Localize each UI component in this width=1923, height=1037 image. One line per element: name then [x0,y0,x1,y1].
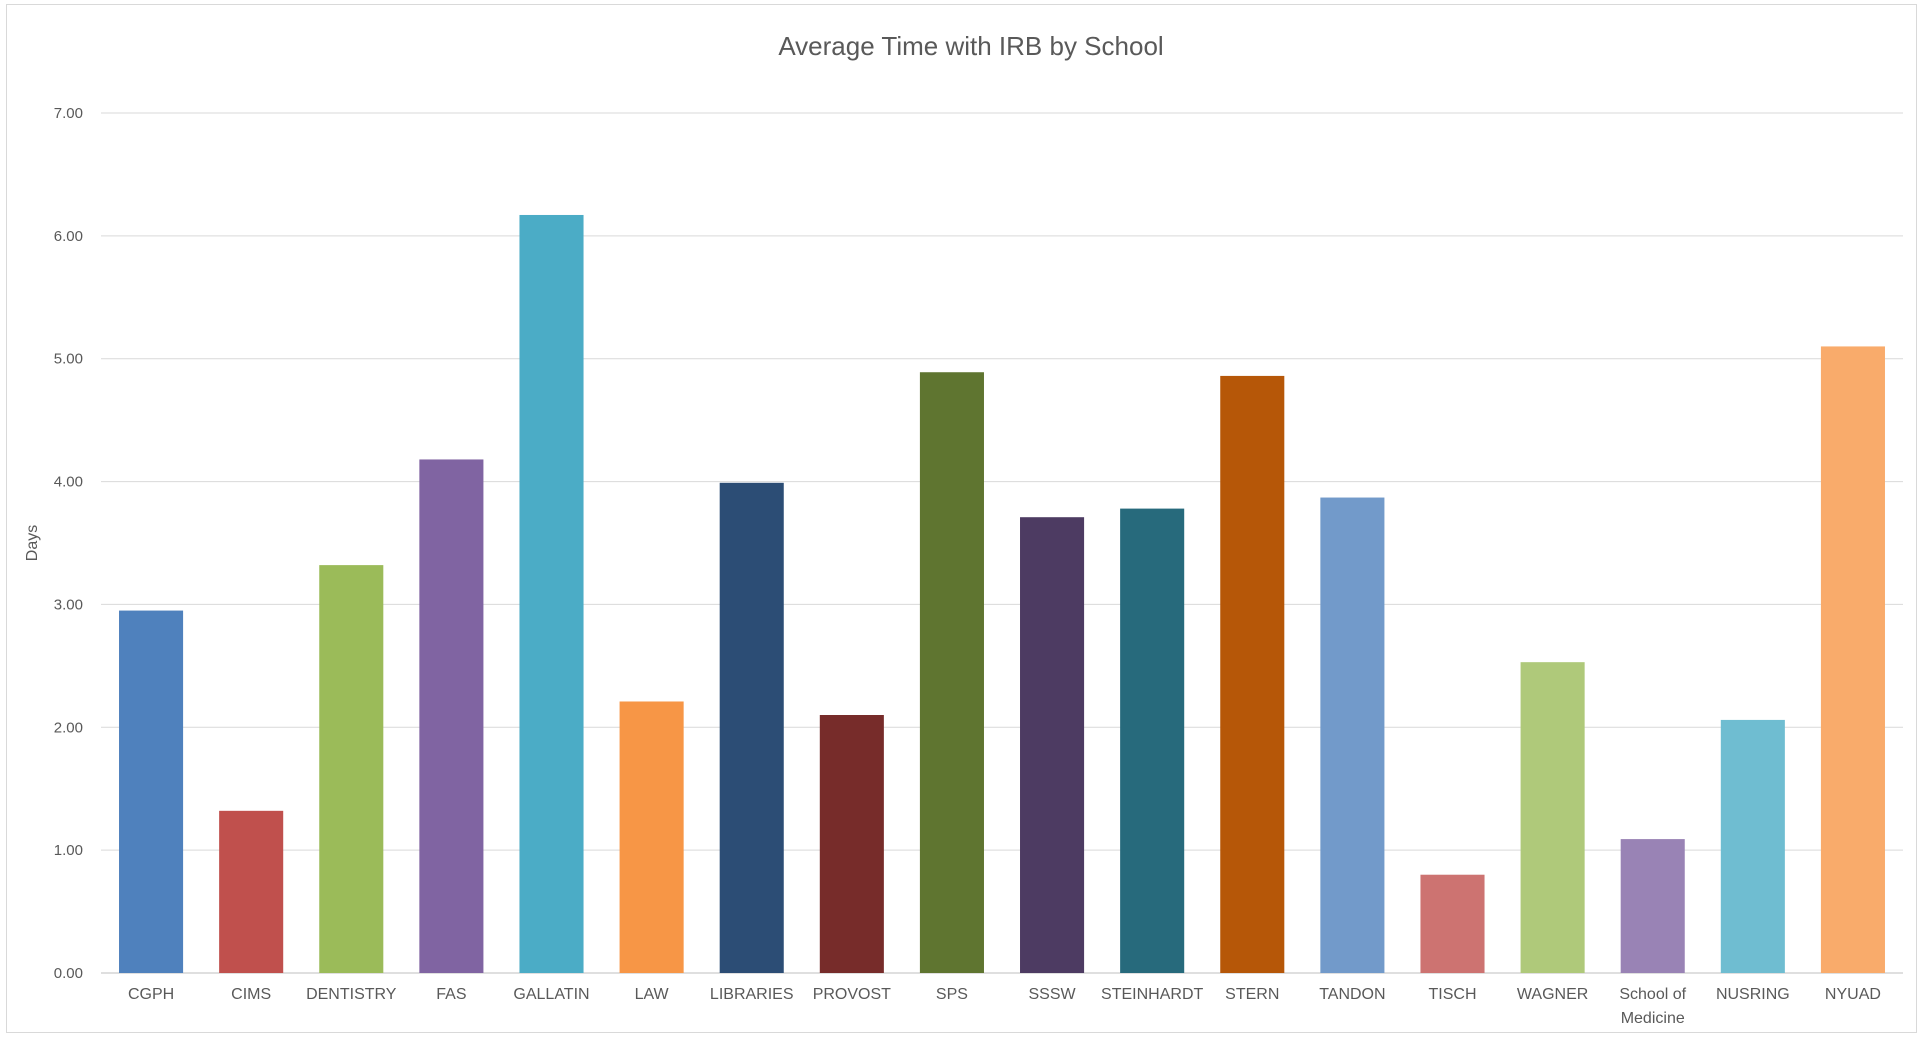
x-tick-label: TISCH [1429,986,1477,1003]
bar [1820,346,1885,973]
x-tick-label: WAGNER [1517,986,1588,1003]
bar [619,701,684,973]
x-tick-label: FAS [436,986,466,1003]
x-tick-label: DENTISTRY [306,986,397,1003]
bar [1020,517,1085,973]
x-tick-label: STEINHARDT [1101,986,1203,1003]
bar [719,482,784,973]
y-tick-label: 5.00 [54,351,83,368]
x-tick-label: NYUAD [1825,986,1881,1003]
y-tick-label: 7.00 [54,105,83,122]
x-tick-label: GALLATIN [513,986,589,1003]
x-tick-label: TANDON [1319,986,1385,1003]
bar [219,810,284,973]
bar [1420,874,1485,973]
bar [1220,375,1285,973]
x-tick-label: SSSW [1028,986,1076,1003]
bar [919,372,984,973]
y-tick-label: 0.00 [54,965,83,982]
x-tick-label: CIMS [231,986,271,1003]
bar [1720,719,1785,973]
bar [419,459,484,973]
bar [319,565,384,973]
y-tick-label: 3.00 [54,596,83,613]
bar [1120,508,1185,973]
bar [1520,662,1585,973]
x-tick-label: LAW [635,986,670,1003]
x-tick-label: STERN [1225,986,1279,1003]
x-tick-label: School of Medicine [1619,986,1686,1027]
x-axis-labels: CGPH CIMS DENTISTRY FAS GALLATIN LAW LIBRARIES… [128,986,1881,1027]
y-tick-label: 1.00 [54,842,83,859]
gridlines [101,112,1903,974]
bar-chart: Average Time with IRB by School 0.00 1.00… [24,31,1903,1027]
bar [819,715,884,973]
y-axis-label: Days [24,525,41,561]
bar [119,610,184,973]
chart-title: Average Time with IRB by School [778,31,1163,61]
chart-frame: Average Time with IRB by School 0.00 1.00… [6,4,1917,1033]
x-tick-label: PROVOST [813,986,891,1003]
x-tick-label: NUSRING [1716,986,1790,1003]
x-tick-label: CGPH [128,986,174,1003]
y-tick-label: 4.00 [54,474,83,491]
y-tick-label: 6.00 [54,228,83,245]
bar [1320,497,1385,973]
bars [119,214,1885,973]
bar [519,214,584,973]
y-tick-label: 2.00 [54,719,83,736]
x-tick-label: LIBRARIES [710,986,794,1003]
bar [1620,839,1685,973]
x-tick-label: SPS [936,986,968,1003]
y-axis-ticks: 0.00 1.00 2.00 3.00 4.00 5.00 6.00 7.00 [54,105,83,982]
